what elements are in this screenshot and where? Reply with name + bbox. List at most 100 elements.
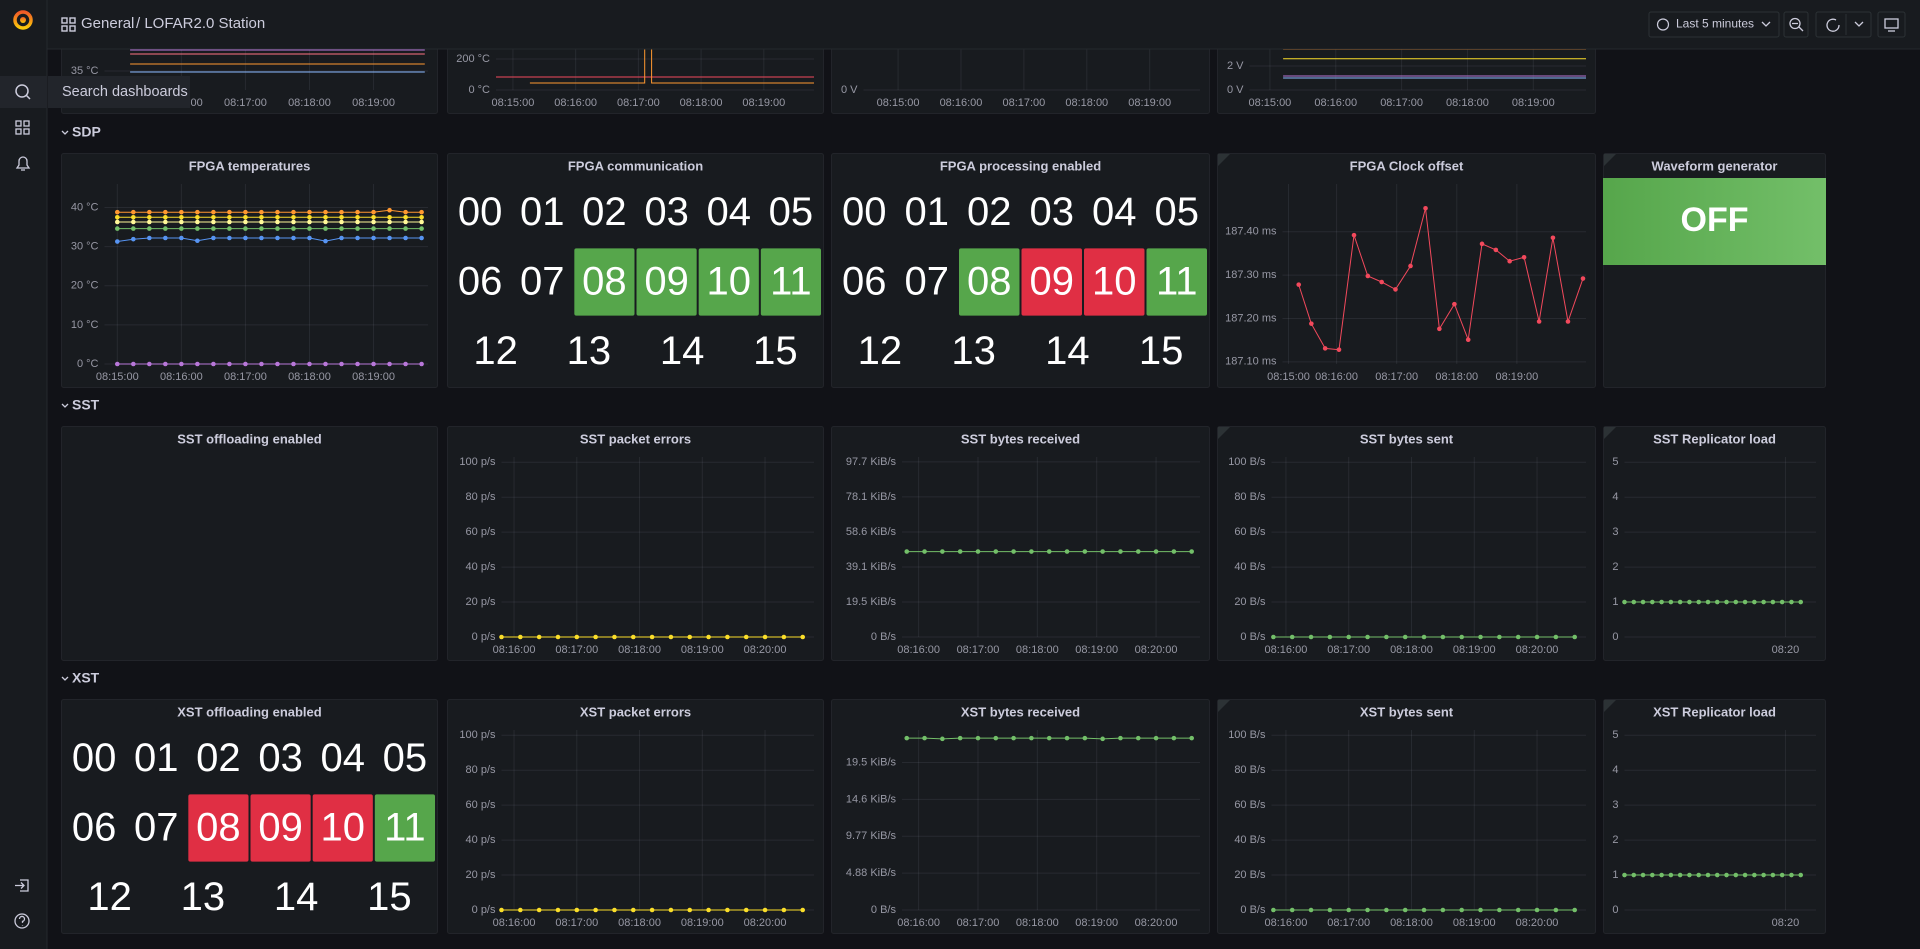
data-point: [371, 209, 376, 215]
x-tick-label: 08:15:00: [492, 97, 535, 109]
data-point: [227, 214, 232, 220]
state-label: 14: [274, 875, 319, 919]
state-label: 05: [769, 190, 814, 234]
data-point: [1752, 599, 1757, 605]
state-label: 04: [321, 736, 366, 780]
refresh-button[interactable]: [1815, 11, 1872, 38]
data-point: [259, 235, 264, 241]
data-point: [1724, 599, 1729, 605]
state-label: 13: [567, 329, 612, 373]
time-picker[interactable]: [1648, 11, 1780, 38]
panel: [1217, 153, 1596, 388]
data-point: [307, 219, 312, 225]
data-point: [1459, 907, 1465, 913]
data-point: [725, 907, 730, 913]
data-point: [227, 235, 232, 241]
search-icon[interactable]: [15, 84, 29, 98]
x-tick-label: 08:17:00: [555, 644, 598, 656]
data-point: [195, 361, 200, 367]
data-point: [1309, 321, 1314, 326]
data-point: [355, 219, 360, 225]
y-tick-label: 60 p/s: [466, 799, 496, 811]
state-label: 01: [905, 190, 950, 234]
panel: [1217, 426, 1596, 661]
data-point: [1497, 634, 1502, 640]
data-point: [1289, 907, 1295, 913]
y-tick-label: 0 p/s: [472, 904, 496, 916]
panel-title: FPGA communication: [568, 158, 703, 173]
state-label: 13: [181, 875, 226, 919]
x-tick-label: 08:17:00: [224, 371, 267, 383]
data-point: [800, 907, 806, 913]
time-range[interactable]: Last 5 minutes: [1676, 17, 1754, 31]
series-line: [529, 0, 814, 84]
data-point: [291, 235, 296, 241]
x-tick-label: 08:16:00: [897, 917, 940, 929]
data-point: [1779, 872, 1785, 878]
x-tick-label: 08:17:00: [1327, 917, 1370, 929]
data-point: [387, 214, 392, 220]
x-tick-label: 08:18:00: [1016, 644, 1059, 656]
data-point: [1308, 634, 1314, 640]
y-tick-label: 2: [1612, 561, 1618, 573]
y-tick-label: 19.5 KiB/s: [846, 756, 897, 768]
state-label: 00: [458, 190, 503, 234]
help-icon[interactable]: [14, 913, 30, 929]
data-point: [1479, 241, 1485, 247]
data-point: [403, 214, 408, 220]
tv-mode-button[interactable]: [1877, 11, 1906, 38]
data-point: [243, 226, 248, 231]
sign-in-icon[interactable]: [15, 879, 29, 892]
data-point: [993, 549, 999, 554]
y-tick-label: 0 V: [841, 84, 858, 96]
dashboards-icon[interactable]: [15, 120, 30, 135]
data-point: [259, 214, 264, 220]
data-point: [1478, 907, 1483, 913]
alerting-icon[interactable]: [15, 156, 31, 171]
data-point: [291, 219, 296, 225]
data-point: [419, 235, 424, 241]
x-tick-label: 08:16:00: [1265, 917, 1308, 929]
data-point: [339, 226, 344, 231]
state-label: 07: [134, 806, 179, 850]
x-tick-label: 08:16:00: [493, 644, 536, 656]
zoom-out-button[interactable]: [1783, 11, 1809, 38]
data-point: [706, 907, 711, 913]
data-point: [1118, 549, 1123, 554]
data-point: [1365, 634, 1370, 640]
data-point: [1565, 319, 1571, 324]
state-label: 10: [1092, 260, 1137, 304]
state-label: 02: [196, 736, 241, 780]
state-label: 01: [134, 736, 179, 780]
state-label: 15: [367, 875, 412, 919]
data-point: [259, 209, 264, 215]
data-point: [1789, 599, 1794, 605]
data-point: [355, 214, 360, 220]
data-point: [211, 361, 216, 367]
y-tick-label: 2 V: [1227, 60, 1244, 72]
panel: [831, 699, 1210, 934]
section-chevron: [61, 130, 69, 135]
state-label: 04: [1092, 190, 1137, 234]
data-point: [419, 226, 424, 231]
data-point: [259, 219, 264, 225]
data-point: [323, 238, 328, 244]
data-point: [211, 226, 216, 231]
section-chevron: [61, 403, 69, 408]
y-tick-label: 20 B/s: [1234, 869, 1266, 881]
data-point: [1752, 872, 1757, 878]
grafana-logo[interactable]: [13, 10, 33, 30]
data-point: [1100, 549, 1105, 554]
data-point: [1779, 599, 1785, 605]
breadcrumb-folder[interactable]: General: [81, 15, 134, 32]
data-point: [574, 907, 580, 913]
panel: [447, 426, 824, 661]
data-point: [1346, 907, 1352, 913]
state-label: 14: [660, 329, 705, 373]
data-point: [163, 235, 168, 241]
data-point: [227, 219, 232, 225]
state-label: 06: [458, 260, 503, 304]
data-point: [904, 735, 910, 741]
breadcrumb-dashboard[interactable]: / LOFAR2.0 Station: [136, 15, 265, 32]
x-tick-label: 08:20:00: [1516, 644, 1559, 656]
